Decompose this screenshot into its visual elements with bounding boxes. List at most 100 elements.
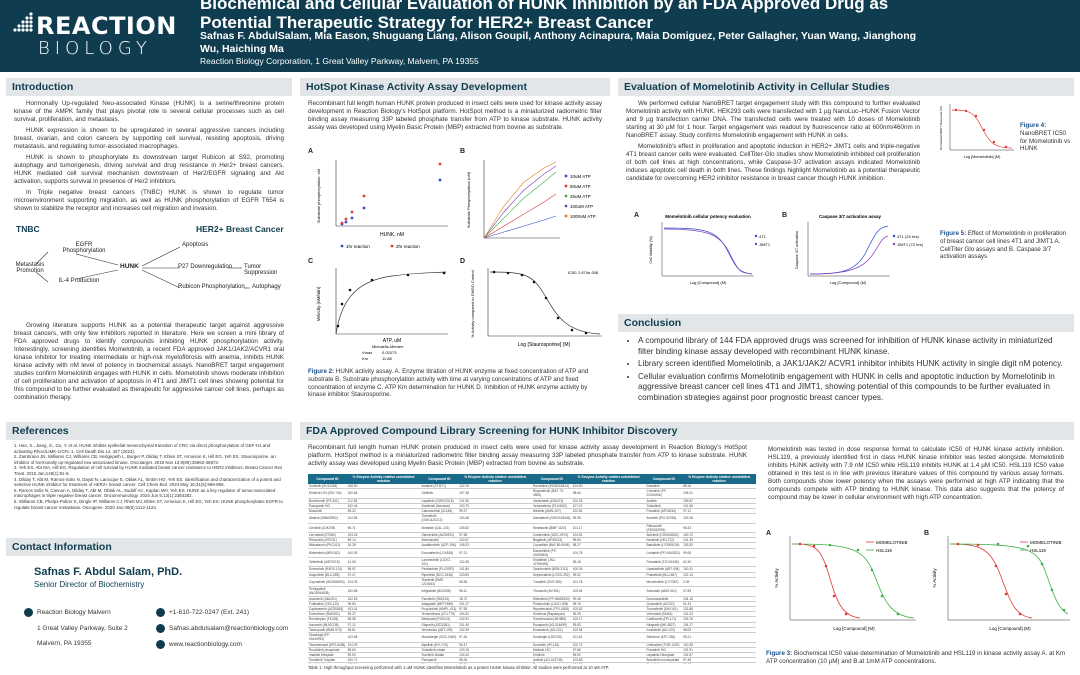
table-cell: Lapatinib (GW572016): [420, 498, 459, 504]
screening-table-wrap: Compound ID% Enzyme Activity relative un…: [308, 474, 756, 664]
fig5-caption-text: Effect of Momelotinib in proliferation o…: [940, 230, 1067, 261]
table-row: Talazoparib (BMN 673) 96.61 Venetoclax (AB…: [308, 627, 756, 634]
table-cell: Sonidegib (LDE225): [531, 632, 572, 643]
table-cell: Panobinostat (LBH589): [531, 616, 572, 623]
fig5-a-chart: Momelotinib cellular potency evaluation …: [649, 214, 771, 285]
table-cell: 98.05: [682, 627, 756, 634]
table-cell: Bortezomib (PS-341): [308, 498, 347, 504]
table-cell: 104.33: [346, 577, 421, 588]
pathway-arrows: [35, 246, 250, 289]
table-cell: Alpelisib (BYL719): [420, 642, 459, 648]
table-cell: 99.14: [346, 537, 421, 544]
table-cell: Pazopanib HCl: [308, 503, 347, 510]
fig3-a-xlabel: Log [Compound] (M): [833, 626, 875, 631]
table-cell: 102.19: [458, 484, 532, 490]
table-cell: Upadacitinib (ABT-494): [645, 566, 683, 573]
table-cell: 101.27: [458, 601, 532, 608]
fig5-a-label: A: [634, 212, 640, 219]
table-cell: Lenvatinib (E7080): [308, 532, 347, 539]
fig2-b-legend: 1000uM ATP: [570, 214, 596, 219]
fig5-a-curve-jimt1: [663, 228, 753, 275]
table-cell: 96.61: [346, 627, 421, 634]
table-cell: 97.58: [458, 532, 532, 539]
table-cell: 100.62: [571, 606, 646, 613]
fig2-caption: Figure 2: HUNK activity assay. A. Enzyme…: [308, 368, 604, 399]
table-cell: 103.79: [458, 503, 532, 510]
fig3-a-point: [798, 542, 802, 546]
logo-text-biology: BIOLOGY: [38, 38, 152, 59]
table-cell: Sirolimus (Rapamycin): [531, 611, 572, 618]
fig2-c-table: Michaelis-Menten: [372, 344, 403, 349]
table-cell: Idelalisib (CAL-101): [420, 523, 459, 534]
fig2-c-chart: ATP, uM Velocity (nM/min) Michaelis-Ment…: [316, 268, 448, 361]
screening-table-header: Compound ID% Enzyme Activity relative un…: [308, 474, 756, 484]
table-cell: 104.60: [571, 484, 646, 490]
fig4-caption: Figure 4: NanoBRET IC50 for Momelotinib …: [1020, 122, 1072, 153]
table-row: Romidepsin (FK228) 98.58 Belinostat (PXD10…: [308, 616, 756, 623]
table-cell: 102.35: [458, 557, 532, 568]
table-cell: 96.55: [458, 577, 532, 588]
contact-phone[interactable]: +1-610-722-0247 (Ext. 241): [169, 609, 250, 617]
table-cell: 99.37: [458, 508, 532, 515]
tnbc-label: TNBC: [16, 224, 40, 234]
il4-node: IL-4 Production: [58, 278, 100, 284]
reference-item: 2. Zambrano JN, Williams CJ, Williams CB…: [14, 454, 276, 465]
table-cell: Erdafitinib (JNJ-42756493): [531, 557, 572, 568]
table-cell: Pexidartinib (PLX3397): [420, 566, 459, 573]
table-cell: Regorafenib (BAY 73-4506): [531, 488, 572, 499]
table-cell: 101.66: [682, 503, 756, 510]
fig2-c-table: 11.88: [382, 356, 392, 361]
logo-dots-icon: [13, 12, 33, 32]
table-cell: 104.52: [458, 611, 532, 618]
table-row: Ribociclib (LEE011) 99.14 Abemaciclib 102.6…: [308, 537, 756, 544]
screening-table-body: Sunitinib (SU11248) 108.60 Imatinib (STI57…: [308, 484, 756, 664]
poster-authors: Safnas F. AbdulSalam, Mia Eason, Shuguan…: [200, 30, 917, 55]
reference-item: 5. Ramos Solis N, Cannon A, Dilday T, Ab…: [14, 487, 276, 499]
table-cell: 41.53: [346, 557, 421, 568]
fig3-a-legend: HSL119: [876, 548, 892, 553]
table-cell: 103.76: [682, 616, 756, 623]
table-cell: Niraparib (MK-4827): [645, 622, 683, 628]
fig2-c-label: C: [308, 258, 314, 265]
table-cell: Momelotinib (CYT387): [645, 577, 683, 588]
cellular-body: We performed cellular NanoBRET target en…: [618, 96, 928, 190]
table-cell: 104.91: [571, 532, 646, 539]
table-cell: Zanubrutinib (BGB-3111): [531, 566, 572, 573]
table-cell: 98.76: [571, 601, 646, 608]
her2-label: HER2+ Breast Cancer: [196, 224, 284, 234]
p27-node: P27 Downregulation: [178, 264, 233, 270]
table-cell: 104.44: [458, 652, 532, 659]
table-row: Entrectinib (RXDX-101) 98.92 Pexidartinib …: [308, 566, 756, 573]
table-cell: 98.58: [346, 616, 421, 623]
fig3-b-point: [994, 564, 998, 568]
table-cell: 100.94: [571, 627, 646, 634]
contact-web[interactable]: www.reactionbiology.com: [169, 641, 242, 649]
legend-marker: [564, 174, 568, 178]
contact-email[interactable]: Safnas.abdulsalam@reactionbiology.com: [169, 625, 289, 633]
table-cell: 102.44: [346, 503, 421, 510]
table-row: Binimetinib (MEK162) 100.09 Encorafenib (L…: [308, 548, 756, 559]
screening-table: Compound ID% Enzyme Activity relative un…: [308, 474, 756, 664]
table-cell: Ponatinib (AP24534): [645, 508, 683, 515]
table-cell: Baricitinib (LY3009104): [645, 542, 683, 549]
fig3-a-curve-hsl119: [791, 543, 915, 619]
table-cell: Talazoparib (BMN 673): [308, 627, 347, 634]
table-cell: 103.58: [346, 632, 421, 643]
table-cell: Axitinib (AG-013736): [531, 657, 572, 664]
table-header-cell: Compound ID: [308, 474, 347, 484]
references-panel: References 1. Han, X., Jiang, S., Gu, Y.…: [6, 422, 292, 534]
table-cell: 99.37: [346, 611, 421, 618]
table-header-cell: % Enzyme Activity relative uninhibited r…: [346, 474, 421, 484]
legend-marker: [564, 194, 568, 198]
table-cell: 99.48: [571, 596, 646, 602]
table-cell: 103.08: [682, 513, 756, 524]
table-cell: Vemurafenib (PLX4032): [531, 503, 572, 510]
table-cell: 99.21: [682, 632, 756, 643]
table-cell: Erlotinib: [531, 652, 572, 659]
fig4-point: [964, 109, 968, 113]
phone-icon: [156, 608, 165, 617]
table-cell: Futibatinib (TAS-120): [308, 601, 347, 608]
table-cell: 104.09: [346, 642, 421, 648]
table-cell: 62.40: [682, 557, 756, 568]
table-cell: 102.82: [571, 508, 646, 515]
